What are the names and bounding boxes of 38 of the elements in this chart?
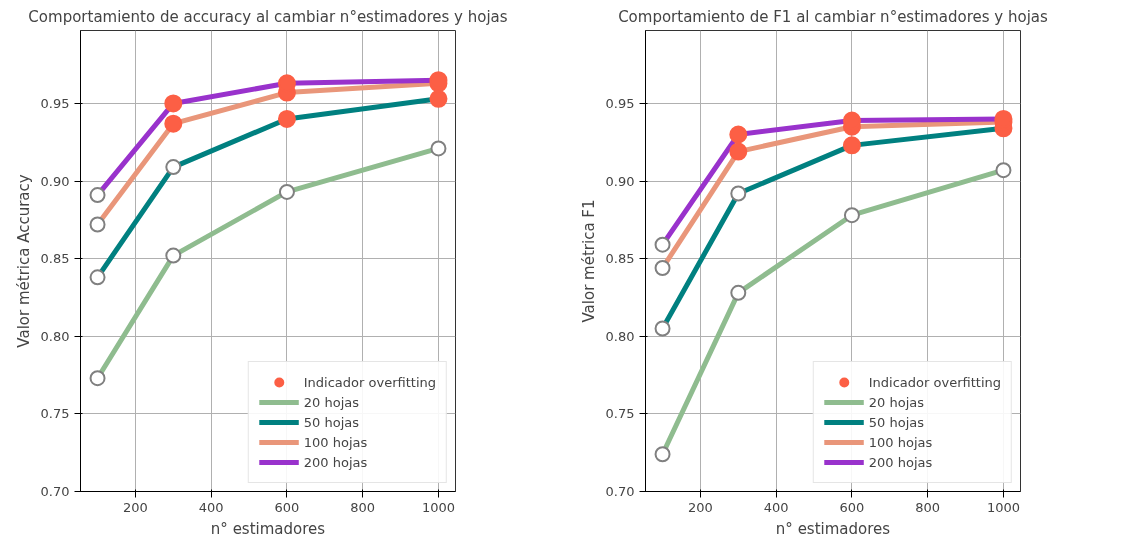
x-tick-label: 1000 — [421, 499, 456, 515]
x-tick-label: 200 — [123, 499, 148, 515]
y-tick-label: 0.80 — [605, 328, 635, 344]
x-tick-label: 800 — [350, 499, 376, 515]
y-axis-title: Valor métrica F1 — [579, 199, 598, 323]
legend-label: 50 hojas — [303, 414, 359, 430]
y-axis-title: Valor métrica Accuracy — [14, 174, 33, 348]
y-tick-label: 0.75 — [40, 406, 70, 422]
x-axis-title: n° estimadores — [210, 519, 326, 538]
x-tick-label: 400 — [763, 499, 789, 515]
y-tick-label: 0.90 — [605, 173, 635, 189]
y-tick-label: 0.75 — [605, 406, 635, 422]
chart-title: Comportamiento de accuracy al cambiar n°estimadores y hojas — [28, 7, 508, 26]
legend-label: 20 hojas — [303, 394, 359, 410]
x-tick-label: 600 — [839, 499, 865, 515]
y-tick-label: 0.95 — [605, 95, 635, 111]
x-tick-label: 800 — [915, 499, 941, 515]
y-tick-label: 0.90 — [40, 173, 70, 189]
y-tick-label: 0.85 — [605, 251, 635, 267]
x-axis-title: n° estimadores — [775, 519, 891, 538]
legend-label: 50 hojas — [868, 414, 924, 430]
y-tick-label: 0.85 — [40, 251, 70, 267]
x-tick-label: 1000 — [986, 499, 1021, 515]
y-tick-label: 0.80 — [40, 328, 70, 344]
legend-label: Indicador overfitting — [303, 374, 436, 390]
legend-label: 100 hojas — [868, 434, 933, 450]
x-tick-label: 200 — [688, 499, 713, 515]
chart-title: Comportamiento de F1 al cambiar n°estimadores y hojas — [618, 7, 1049, 26]
y-tick-label: 0.70 — [605, 484, 635, 499]
legend-label: 20 hojas — [868, 394, 924, 410]
legend-label: Indicador overfitting — [868, 374, 1001, 390]
x-tick-label: 600 — [274, 499, 300, 515]
y-tick-label: 0.95 — [40, 95, 70, 111]
y-tick-label: 0.70 — [40, 484, 70, 499]
legend-label: 200 hojas — [303, 454, 368, 470]
x-tick-label: 400 — [198, 499, 224, 515]
legend-label: 100 hojas — [303, 434, 368, 450]
legend-label: 200 hojas — [868, 454, 933, 470]
